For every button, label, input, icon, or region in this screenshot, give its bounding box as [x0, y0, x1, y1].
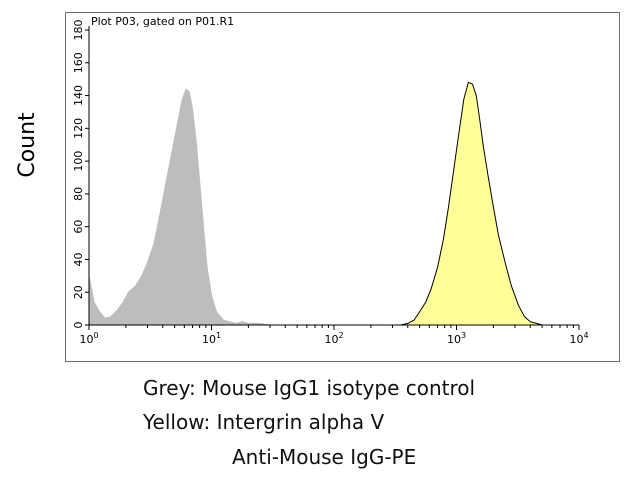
y-tick-label: 40 [72, 252, 85, 266]
y-tick-label: 80 [72, 187, 85, 201]
caption-yellow: Yellow: Intergrin alpha V [143, 410, 385, 434]
y-tick-label: 20 [72, 285, 85, 299]
y-axis-label: Count [14, 112, 40, 178]
caption-grey: Grey: Mouse IgG1 isotype control [143, 376, 476, 400]
y-tick-label: 160 [72, 52, 85, 73]
y-tick-label: 120 [72, 118, 85, 139]
series-area-1 [88, 88, 270, 326]
chart-title: Plot P03, gated on P01.R1 [91, 15, 234, 28]
y-tick-label: 100 [72, 151, 85, 172]
chart-frame: Plot P03, gated on P01.R1 0 20 40 60 80 100 120… [65, 12, 620, 362]
x-tick-label: 104 [569, 331, 588, 346]
x-tick-label: 102 [324, 331, 343, 346]
x-tick-label: 100 [79, 331, 98, 346]
y-tick-label: 60 [72, 220, 85, 234]
x-tick-label: 103 [447, 331, 466, 346]
histogram-plot: Plot P03, gated on P01.R1 0 20 40 60 80 100 120… [72, 15, 589, 346]
x-tick-label: 101 [202, 331, 221, 346]
y-tick-label: 180 [72, 20, 85, 41]
y-tick-label: 0 [72, 322, 85, 329]
y-tick-label: 140 [72, 85, 85, 106]
caption-antibody: Anti-Mouse IgG-PE [232, 445, 417, 469]
series-area-2 [400, 81, 543, 326]
